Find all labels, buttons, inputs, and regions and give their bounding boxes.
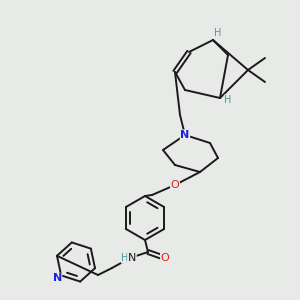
Text: O: O	[160, 253, 169, 263]
Text: N: N	[180, 130, 190, 140]
Text: N: N	[128, 253, 136, 263]
Text: H: H	[224, 95, 232, 105]
Text: N: N	[52, 273, 62, 284]
Text: H: H	[121, 253, 129, 263]
Text: H: H	[214, 28, 222, 38]
Text: O: O	[171, 180, 179, 190]
